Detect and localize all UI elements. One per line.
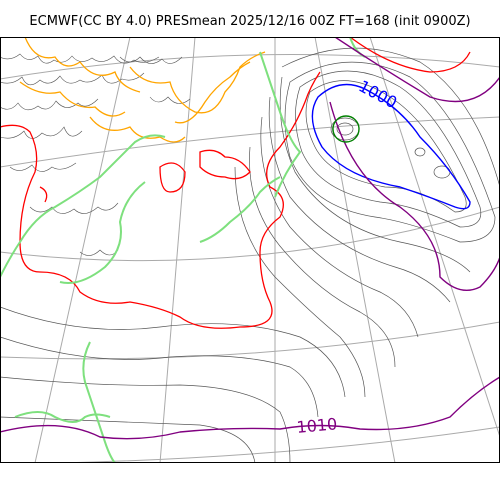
map-frame [0,37,500,463]
isobar-1000 [311,83,471,210]
contour-label-1000: 1000 [355,76,400,112]
latitude-line [0,206,500,262]
meridian-line [314,37,396,463]
pressure-map: 1000 1010 [0,37,500,463]
isobar-1010 [0,37,500,440]
latitude-line [0,321,500,360]
meridian-line [34,37,131,463]
graticule [0,37,500,463]
latitude-line [0,54,500,80]
meridian-line [369,37,500,438]
contour-label-1010: 1010 [296,414,338,436]
terrain-isobars [0,53,191,256]
map-title: ECMWF(CC BY 4.0) PRESmean 2025/12/16 00Z… [29,14,471,29]
coastlines [0,37,366,463]
orange-contours [19,37,266,143]
red-contours [0,37,471,329]
latitude-line [59,426,500,463]
latitude-line [0,116,500,168]
meridian-line [159,37,196,463]
low-center [332,115,360,143]
map-canvas: 1000 1010 [0,37,500,463]
